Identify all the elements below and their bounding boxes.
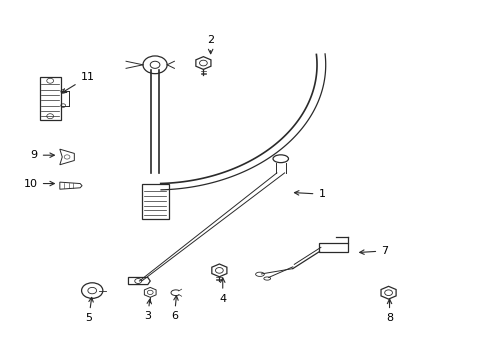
Text: 7: 7 <box>359 246 387 256</box>
Text: 2: 2 <box>207 35 214 54</box>
Text: 3: 3 <box>144 299 151 321</box>
Text: 8: 8 <box>385 299 392 323</box>
Text: 5: 5 <box>85 297 93 323</box>
Bar <box>40 77 61 120</box>
FancyBboxPatch shape <box>319 243 348 252</box>
Text: 4: 4 <box>219 278 226 304</box>
Text: 10: 10 <box>24 179 54 189</box>
Text: 11: 11 <box>61 72 94 93</box>
FancyBboxPatch shape <box>141 184 168 219</box>
Text: 1: 1 <box>294 189 325 199</box>
Text: 9: 9 <box>31 150 54 160</box>
Text: 6: 6 <box>170 296 178 321</box>
